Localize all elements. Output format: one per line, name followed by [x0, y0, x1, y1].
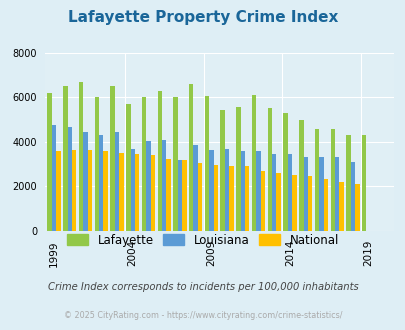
- Bar: [189, 84, 193, 231]
- Bar: [307, 177, 311, 231]
- Bar: [52, 125, 56, 231]
- Bar: [141, 97, 146, 231]
- Bar: [354, 184, 359, 231]
- Bar: [292, 175, 296, 231]
- Bar: [63, 86, 68, 231]
- Bar: [240, 151, 245, 231]
- Bar: [68, 127, 72, 231]
- Bar: [361, 135, 366, 231]
- Bar: [303, 157, 307, 231]
- Bar: [103, 151, 108, 231]
- Bar: [256, 151, 260, 231]
- Bar: [115, 132, 119, 231]
- Bar: [298, 119, 303, 231]
- Bar: [287, 154, 292, 231]
- Bar: [220, 110, 224, 231]
- Bar: [47, 93, 52, 231]
- Bar: [87, 150, 92, 231]
- Bar: [79, 82, 83, 231]
- Bar: [314, 128, 318, 231]
- Bar: [110, 86, 115, 231]
- Bar: [72, 150, 76, 231]
- Text: Lafayette Property Crime Index: Lafayette Property Crime Index: [68, 10, 337, 25]
- Bar: [130, 148, 134, 231]
- Bar: [276, 173, 280, 231]
- Bar: [193, 145, 197, 231]
- Text: Crime Index corresponds to incidents per 100,000 inhabitants: Crime Index corresponds to incidents per…: [47, 282, 358, 292]
- Bar: [173, 97, 177, 231]
- Bar: [334, 157, 339, 231]
- Bar: [345, 135, 350, 231]
- Bar: [146, 141, 150, 231]
- Bar: [229, 166, 233, 231]
- Bar: [252, 95, 256, 231]
- Bar: [209, 150, 213, 231]
- Bar: [323, 179, 327, 231]
- Bar: [182, 160, 186, 231]
- Bar: [318, 157, 323, 231]
- Bar: [94, 97, 99, 231]
- Bar: [330, 128, 334, 231]
- Bar: [267, 109, 271, 231]
- Bar: [224, 148, 229, 231]
- Bar: [204, 96, 209, 231]
- Bar: [83, 132, 87, 231]
- Bar: [134, 154, 139, 231]
- Bar: [126, 104, 130, 231]
- Bar: [245, 166, 249, 231]
- Bar: [56, 151, 61, 231]
- Bar: [260, 171, 264, 231]
- Bar: [271, 154, 276, 231]
- Text: © 2025 CityRating.com - https://www.cityrating.com/crime-statistics/: © 2025 CityRating.com - https://www.city…: [64, 311, 341, 320]
- Bar: [350, 162, 354, 231]
- Bar: [213, 165, 217, 231]
- Bar: [236, 107, 240, 231]
- Bar: [283, 113, 287, 231]
- Bar: [166, 159, 171, 231]
- Bar: [339, 182, 343, 231]
- Bar: [157, 91, 162, 231]
- Bar: [162, 140, 166, 231]
- Bar: [119, 153, 123, 231]
- Bar: [177, 160, 182, 231]
- Bar: [150, 155, 155, 231]
- Bar: [197, 163, 202, 231]
- Bar: [99, 135, 103, 231]
- Legend: Lafayette, Louisiana, National: Lafayette, Louisiana, National: [62, 229, 343, 251]
